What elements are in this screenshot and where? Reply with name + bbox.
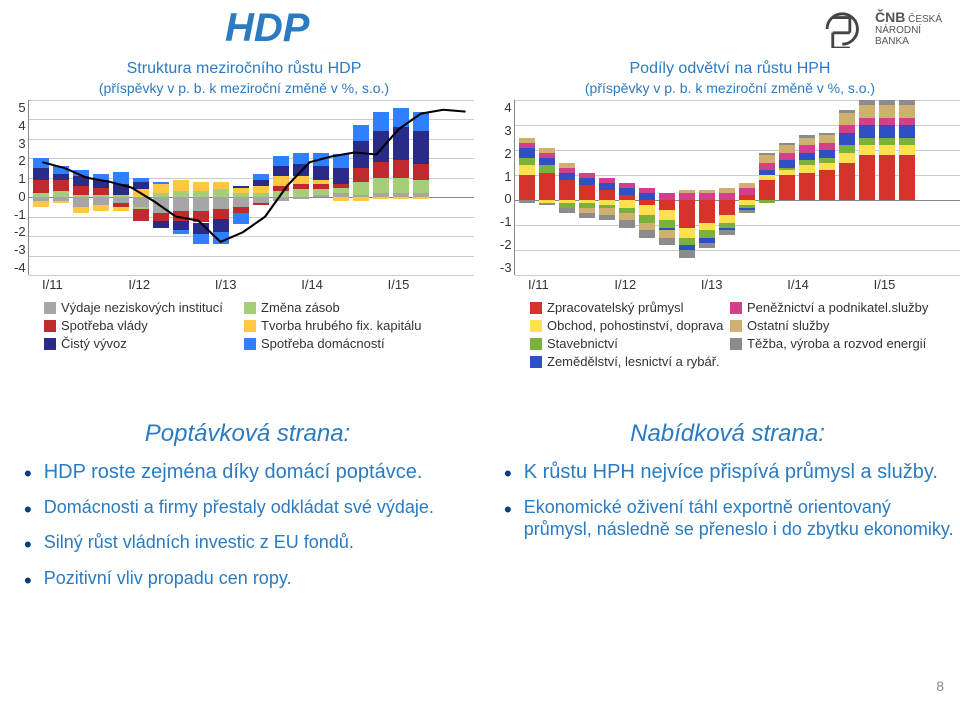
logo-t2: NÁRODNÍ [875,25,921,36]
left-plot [28,100,474,275]
legend-label: Spotřeba vlády [61,318,148,333]
left-chart-panel: Struktura meziročního růstu HDP (příspěv… [14,60,474,354]
logo-t1: ČESKÁ [908,14,942,25]
bullet-item: Pozitivní vliv propadu cen ropy. [20,567,475,595]
legend-label: Stavebnictví [547,336,618,351]
page-title: HDP [225,6,309,51]
legend-label: Ostatní služby [747,318,829,333]
right-chart-title: Podíly odvětví na růstu HPH [500,60,960,78]
left-text-block: Poptávková strana: HDP roste zejména dík… [20,420,475,602]
right-text-block: Nabídková strana: K růstu HPH nejvíce př… [500,420,955,549]
legend-label: Těžba, výroba a rozvod energií [747,336,926,351]
logo-t3: BANKA [875,36,909,47]
legend-label: Čistý vývoz [61,336,127,351]
bullet-item: K růstu HPH nejvíce přispívá průmysl a s… [500,460,955,488]
right-x-axis: I/11I/12I/13I/14I/15 [528,277,960,292]
legend-label: Změna zásob [261,300,340,315]
page-number: 8 [936,678,944,694]
left-y-axis: 543210-1-2-3-4 [14,100,28,275]
legend-label: Zemědělství, lesnictví a rybář. [547,354,720,369]
left-section-heading: Poptávková strana: [20,420,475,448]
cnb-logo: ČNB ČESKÁ NÁRODNÍ BANKA [823,10,942,48]
legend-label: Zpracovatelský průmysl [547,300,684,315]
legend-label: Výdaje neziskových institucí [61,300,223,315]
right-legend: Zpracovatelský průmysl Peněžnictví a podn… [530,300,960,369]
right-y-axis: 43210-1-2-3 [500,100,514,275]
bullet-item: Silný růst vládních investic z EU fondů. [20,531,475,559]
left-chart-subtitle: (příspěvky v p. b. k meziroční změně v %… [14,80,474,96]
left-chart-title: Struktura meziročního růstu HDP [14,60,474,78]
legend-label: Tvorba hrubého fix. kapitálu [261,318,421,333]
bullet-item: Domácnosti a firmy přestaly odkládat své… [20,496,475,524]
right-chart-panel: Podíly odvětví na růstu HPH (příspěvky v… [500,60,960,372]
bullet-item: Ekonomické oživení táhl exportně oriento… [500,496,955,541]
logo-abbr: ČNB [875,9,905,25]
right-plot [514,100,960,275]
left-x-axis: I/11I/12I/13I/14I/15 [42,277,474,292]
bullet-item: HDP roste zejména díky domácí poptávce. [20,460,475,488]
legend-label: Spotřeba domácností [261,336,385,351]
left-legend: Výdaje neziskových institucí Změna zásob S… [44,300,474,351]
right-section-heading: Nabídková strana: [500,420,955,448]
right-chart-subtitle: (příspěvky v p. b. k meziroční změně v %… [500,80,960,96]
legend-label: Peněžnictví a podnikatel.služby [747,300,928,315]
legend-label: Obchod, pohostinství, doprava [547,318,723,333]
